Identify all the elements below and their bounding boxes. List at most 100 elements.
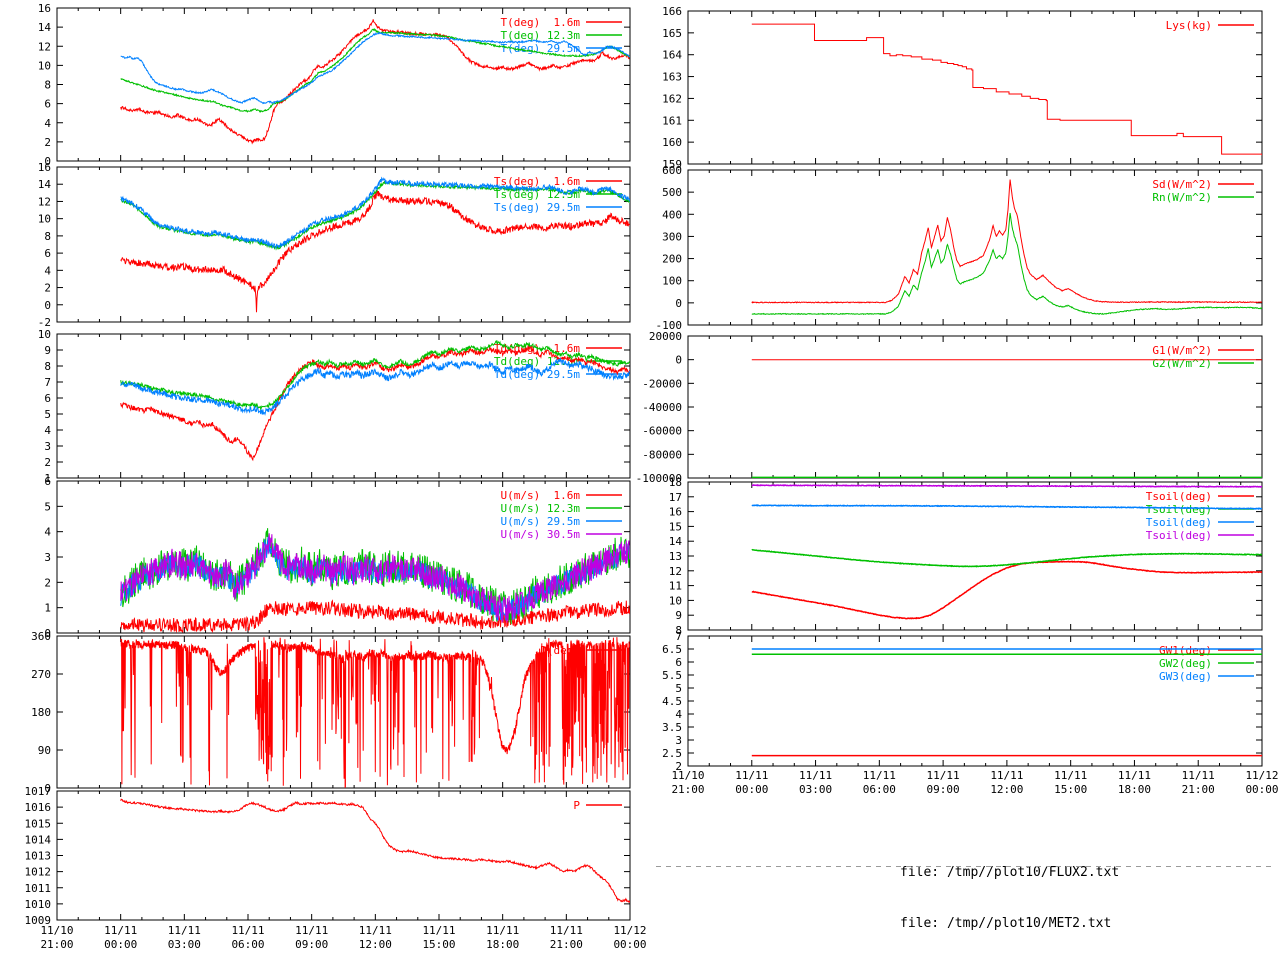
y-tick-label: 8	[675, 624, 682, 637]
y-tick-label: 10	[669, 594, 682, 607]
y-tick-label: 16	[669, 506, 682, 519]
y-tick-label: 1013	[25, 850, 52, 863]
y-tick-label: 8	[44, 360, 51, 373]
x-tick-label-date: 11/11	[735, 769, 768, 782]
y-tick-label: 6	[44, 392, 51, 405]
y-tick-label: 300	[662, 230, 682, 243]
x-tick-label-date: 11/11	[168, 924, 201, 937]
x-tick-label-time: 00:00	[104, 938, 137, 951]
y-tick-label: 16	[38, 2, 51, 15]
legend-label: Tsoil(deg)	[1146, 529, 1212, 542]
plot-border	[687, 169, 1263, 326]
x-tick-label-time: 18:00	[486, 938, 519, 951]
y-tick-label: 0	[44, 155, 51, 168]
x-tick-label-time: 21:00	[550, 938, 583, 951]
plot-border	[56, 166, 631, 323]
y-tick-label: 12	[38, 195, 51, 208]
y-tick-label: 164	[662, 49, 682, 62]
y-tick-label: 5	[675, 682, 682, 695]
panel-ground-water-temperature: 22.533.544.555.566.5711/1021:0011/1100:0…	[662, 630, 1278, 796]
y-tick-label: 0	[675, 297, 682, 310]
series-td-deg-29.5m	[120, 358, 630, 416]
x-tick-label-date: 11/11	[486, 924, 519, 937]
legend-label: U(m/s) 29.5m	[501, 515, 581, 528]
y-tick-label: 13	[669, 550, 682, 563]
series-sd-w-m-2-	[751, 179, 1262, 304]
source-file-line: file: /tmp//plot10/MET2.txt	[900, 916, 1112, 931]
x-tick-label-time: 12:00	[990, 783, 1023, 796]
y-tick-label: 1	[44, 472, 51, 485]
y-tick-label: 160	[662, 136, 682, 149]
legend-label: Sd(W/m^2)	[1152, 178, 1212, 191]
legend-label: P	[573, 799, 580, 812]
x-tick-label-time: 00:00	[613, 938, 646, 951]
y-tick-label: 4	[44, 424, 51, 437]
plot-border	[687, 10, 1263, 165]
y-tick-label: 200	[662, 253, 682, 266]
legend-label: GW2(deg)	[1159, 657, 1212, 670]
y-tick-label: 4.5	[662, 695, 682, 708]
panel-soil-temperature: 89101112131415161718Tsoil(deg)Tsoil(deg)…	[669, 476, 1263, 637]
x-tick-label-date: 11/11	[927, 769, 960, 782]
y-tick-label: 9	[675, 609, 682, 622]
x-tick-label-time: 09:00	[927, 783, 960, 796]
y-tick-label: -40000	[642, 401, 682, 414]
y-tick-label: 600	[662, 164, 682, 177]
series-rn-w-m-2-	[751, 212, 1262, 316]
y-tick-label: 3	[44, 440, 51, 453]
y-tick-label: 7	[675, 630, 682, 643]
y-tick-label: 163	[662, 71, 682, 84]
x-tick-label-date: 11/11	[1118, 769, 1151, 782]
legend-label: T(deg) 12.3m	[501, 29, 581, 42]
panel-soil-heat-flux: -100000 -80000 -60000 -40000 -20000 0 20000 G1(…	[636, 330, 1263, 485]
y-tick-label: -80000	[642, 448, 682, 461]
y-tick-label: 1015	[25, 817, 52, 830]
legend-label: Ts(deg) 1.6m	[494, 175, 580, 188]
series-u-m-s-30.5m	[120, 533, 630, 624]
y-tick-label: 12	[38, 40, 51, 53]
y-tick-label: 0	[675, 354, 682, 367]
y-tick-label: 7	[44, 376, 51, 389]
y-tick-label: 14	[669, 535, 683, 548]
y-tick-label: 6	[675, 656, 682, 669]
x-tick-label-date: 11/10	[40, 924, 73, 937]
y-tick-label: 6	[44, 247, 51, 260]
x-tick-label-time: 21:00	[1182, 783, 1215, 796]
series-tsoil-deg-	[751, 560, 1262, 620]
x-tick-label-date: 11/12	[613, 924, 646, 937]
y-tick-label: 4	[44, 264, 51, 277]
y-tick-label: 8	[44, 79, 51, 92]
y-tick-label: 2.5	[662, 747, 682, 760]
legend-label: G1(W/m^2)	[1152, 344, 1212, 357]
x-tick-label-date: 11/12	[1245, 769, 1278, 782]
y-tick-label: 2	[44, 282, 51, 295]
y-tick-label: -100000	[636, 472, 682, 485]
y-tick-label: 100	[662, 275, 682, 288]
plot-border	[56, 790, 631, 921]
y-tick-label: 10	[38, 59, 51, 72]
y-tick-label: 1	[44, 602, 51, 615]
y-tick-label: 270	[31, 668, 51, 681]
y-tick-label: 166	[662, 5, 682, 18]
legend-label: T(deg) 29.5m	[501, 42, 581, 55]
y-tick-label: 18	[669, 476, 682, 489]
x-tick-label-time: 15:00	[1054, 783, 1087, 796]
y-tick-label: 2	[44, 576, 51, 589]
x-tick-label-time: 00:00	[735, 783, 768, 796]
x-tick-label-time: 15:00	[422, 938, 455, 951]
panel-wind-speed: 0 1 2 3 4 5 6 U(m/s) 1.6mU(m/s) 12.3mU(m/s) 29.…	[44, 475, 631, 640]
y-tick-label: 0	[44, 299, 51, 312]
y-tick-label: 5.5	[662, 669, 682, 682]
series-u-m-s-1.6m	[120, 599, 630, 633]
y-tick-label: 4	[44, 526, 51, 539]
y-tick-label: 1010	[25, 898, 52, 911]
y-tick-label: 1014	[25, 833, 52, 846]
y-tick-label: 9	[44, 344, 51, 357]
series-tsoil-deg-	[751, 504, 1262, 511]
y-tick-label: 1011	[25, 882, 52, 895]
series-d-deg-	[120, 637, 630, 788]
x-tick-label-date: 11/11	[104, 924, 137, 937]
panel-lysimeter: 159 160 161 162 163 164 165 166 Lys(kg)	[662, 5, 1263, 171]
